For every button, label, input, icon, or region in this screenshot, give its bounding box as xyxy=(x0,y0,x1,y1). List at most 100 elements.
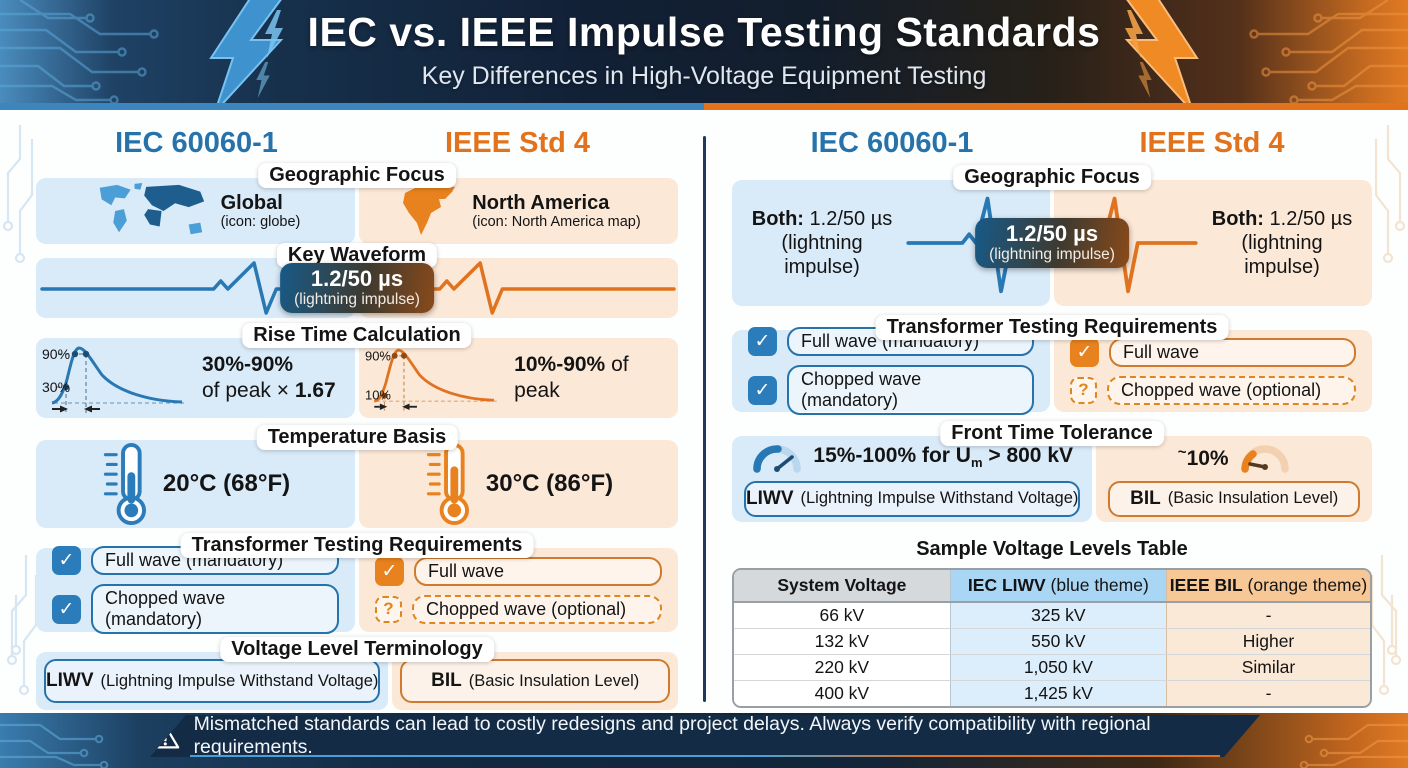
world-map-icon xyxy=(99,182,204,235)
iec-column-header: IEC 60060-1 xyxy=(115,127,278,159)
cell-ieee-bil: Similar xyxy=(1165,654,1370,681)
requirement-pill: Chopped wave (mandatory) xyxy=(91,584,339,634)
cell-system-voltage: 400 kV xyxy=(734,680,951,706)
requirement-pill: Full wave xyxy=(1109,337,1356,367)
section-front-time-tolerance: Front Time Tolerance 15%-100% for Um > 8… xyxy=(732,421,1372,522)
tolerance-text: ~10% xyxy=(1178,444,1229,471)
iec-front-card: 15%-100% for Um > 800 kV LIWV (Lightning… xyxy=(732,436,1093,522)
geo-note: (icon: globe) xyxy=(220,214,301,230)
curve-low-label: 30% xyxy=(42,379,70,395)
check-row: ✓ Full wave xyxy=(375,556,662,586)
rise-of-peak: of peak xyxy=(514,352,629,402)
cell-iec-liwv: 325 kV xyxy=(949,602,1167,629)
geo-text: North America (icon: North America map) xyxy=(472,192,640,230)
page-title: IEC vs. IEEE Impulse Testing Standards xyxy=(307,9,1101,55)
checkbox-checked-icon: ✓ xyxy=(52,546,81,575)
section-geographic-focus: Geographic Focus Global (icon: globe) xyxy=(36,163,678,244)
rise-formula: 30%-90% of peak × 1.67 xyxy=(202,352,336,405)
check-row: ? Chopped wave (optional) xyxy=(375,594,662,624)
checkbox-checked-icon: ✓ xyxy=(1070,337,1099,367)
section-label: Geographic Focus xyxy=(953,165,1151,190)
tolerance-row: 15%-100% for Um > 800 kV xyxy=(744,441,1080,474)
circuit-pattern-icon xyxy=(0,0,159,103)
header-accent-bar-blue xyxy=(0,103,704,110)
left-panel: IEC 60060-1 IEEE Std 4 Geographic Focus … xyxy=(36,127,678,710)
both-value: 1.2/50 µs xyxy=(803,208,893,230)
gauge-icon xyxy=(1240,445,1289,473)
ieee-column-header: IEEE Std 4 xyxy=(444,127,591,159)
check-row: ✓ Full wave xyxy=(1070,337,1356,367)
question-mark-box-icon: ? xyxy=(1070,376,1097,404)
check-row: ? Chopped wave (optional) xyxy=(1070,375,1356,405)
thermometer-icon xyxy=(426,442,469,526)
tolerance-post: > 800 kV xyxy=(982,444,1074,468)
section-label: Geographic Focus xyxy=(258,163,456,188)
badge-note: (lightning impulse) xyxy=(989,246,1115,264)
temperature-value: 30°C (86°F) xyxy=(485,470,614,497)
checkbox-checked-icon: ✓ xyxy=(52,594,81,624)
check-row: ✓ Chopped wave (mandatory) xyxy=(748,365,1034,415)
page-subtitle: Key Differences in High-Voltage Equipmen… xyxy=(421,62,987,90)
curve-high-label: 90% xyxy=(365,348,391,363)
curve-high-label: 90% xyxy=(42,346,70,362)
ieee-column-header: IEEE Std 4 xyxy=(1139,127,1285,159)
requirement-pill: Full wave xyxy=(414,556,662,586)
section-label: Front Time Tolerance xyxy=(940,421,1164,446)
checkbox-checked-icon: ✓ xyxy=(748,327,777,356)
both-line: Both: 1.2/50 µs xyxy=(1202,207,1362,231)
badge-value: 1.2/50 µs xyxy=(1005,221,1099,246)
terminology-pill: LIWV (Lightning Impulse Withstand Voltag… xyxy=(744,480,1081,517)
section-label: Transformer Testing Requirements xyxy=(180,533,534,558)
cell-iec-liwv: 1,050 kV xyxy=(949,654,1167,681)
requirement-pill: Chopped wave (mandatory) xyxy=(787,365,1034,415)
col-header-bold: IEC LIWV xyxy=(967,575,1046,595)
both-note: (lightning impulse) xyxy=(781,232,863,278)
cell-system-voltage: 220 kV xyxy=(734,654,951,681)
iec-terminology-card: LIWV (Lightning Impulse Withstand Voltag… xyxy=(36,652,389,710)
cell-ieee-bil: - xyxy=(1165,680,1370,706)
right-panel: IEC 60060-1 IEEE Std 4 Geographic Focus … xyxy=(732,127,1372,708)
tolerance-row: ~10% xyxy=(1108,441,1360,474)
ieee-transformer-card: ✓ Full wave ? Chopped wave (optional) xyxy=(359,548,678,632)
both-note: (lightning impulse) xyxy=(1241,232,1323,278)
section-transformer-testing-right: Transformer Testing Requirements ✓ Full … xyxy=(732,315,1372,415)
cell-ieee-bil: Higher xyxy=(1165,628,1370,655)
north-america-map-icon xyxy=(403,185,456,235)
checkbox-checked-icon: ✓ xyxy=(375,556,404,586)
requirement-pill: Chopped wave (optional) xyxy=(1107,375,1356,405)
circuit-pattern-icon xyxy=(0,723,109,768)
tolerance-text: 15%-100% for Um > 800 kV xyxy=(813,444,1073,470)
both-text: Both: 1.2/50 µs (lightning impulse) xyxy=(742,180,902,306)
iec-column-header: IEC 60060-1 xyxy=(810,127,974,159)
both-text: Both: 1.2/50 µs (lightning impulse) xyxy=(1202,180,1362,306)
cell-iec-liwv: 550 kV xyxy=(949,628,1167,655)
table-row: 400 kV 1,425 kV - xyxy=(734,680,1370,706)
tolerance-pre: 15%-100% for U xyxy=(813,444,971,468)
impulse-waveform-icon xyxy=(363,261,676,315)
table-title: Sample Voltage Levels Table xyxy=(916,538,1188,560)
section-voltage-terminology: Voltage Level Terminology LIWV (Lightnin… xyxy=(36,637,678,710)
iec-transformer-card: ✓ Full wave (mandatory) ✓ Chopped wave (… xyxy=(732,327,1050,415)
terminology-pill: LIWV (Lightning Impulse Withstand Voltag… xyxy=(44,659,381,703)
ieee-front-card: ~10% BIL (Basic Insulation Level) xyxy=(1096,436,1372,522)
section-label: Voltage Level Terminology xyxy=(220,637,494,662)
col-header-note: (orange theme) xyxy=(1242,575,1368,595)
section-transformer-testing: Transformer Testing Requirements ✓ Full … xyxy=(36,533,678,634)
both-label: Both: xyxy=(751,208,804,230)
rise-formula: 10%-90% of peak xyxy=(514,352,668,405)
term-abbr: BIL xyxy=(1130,487,1161,509)
cell-system-voltage: 132 kV xyxy=(734,628,951,655)
iec-transformer-card: ✓ Full wave (mandatory) ✓ Chopped wave (… xyxy=(36,546,355,634)
iec-geo-card: Global (icon: globe) xyxy=(36,178,355,244)
terminology-pill: BIL (Basic Insulation Level) xyxy=(400,659,670,703)
curve-low-label: 10% xyxy=(365,387,391,402)
circuit-pattern-icon xyxy=(1299,723,1408,768)
term-desc: (Lightning Impulse Withstand Voltage) xyxy=(100,671,379,690)
circuit-pattern-icon xyxy=(2,125,38,696)
term-abbr: LIWV xyxy=(46,670,94,691)
both-value: 1.2/50 µs xyxy=(1263,208,1353,230)
panel-divider xyxy=(703,136,706,702)
tolerance-tilde: ~ xyxy=(1177,443,1187,461)
question-mark-box-icon: ? xyxy=(375,595,402,623)
table-header-row: System Voltage IEC LIWV (blue theme) IEE… xyxy=(734,570,1370,603)
